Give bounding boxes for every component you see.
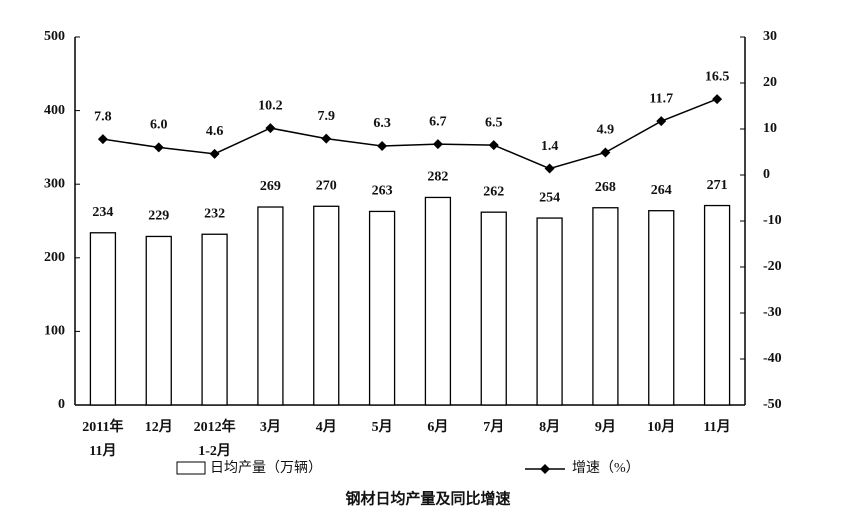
x-tick-label: 11月 [89,443,116,459]
line-point [97,134,108,145]
y2-tick-label: 30 [763,29,777,44]
line-point [153,142,164,153]
line-point [600,147,611,158]
bar-label: 268 [595,180,616,195]
legend-marker [540,464,550,474]
line-point [432,139,443,150]
x-tick-label: 2011年 [82,418,123,435]
line-point [321,133,332,144]
bar [592,207,619,406]
line-point [544,163,555,174]
x-tick-label: 9月 [595,419,616,435]
legend-swatch [176,461,206,475]
line-point [656,116,667,127]
y-tick-label: 200 [44,250,65,265]
bar-label: 269 [260,179,281,194]
y-tick-label: 400 [44,103,65,118]
line-label: 6.3 [373,116,391,131]
y2-tick-label: 0 [763,167,770,182]
line-label: 4.9 [597,123,615,138]
x-tick-label: 7月 [483,419,504,435]
bar-label: 262 [483,184,504,199]
line-point [712,94,723,105]
bar [201,233,228,406]
line-label: 6.5 [485,115,503,130]
bar [480,211,507,406]
bar [257,206,284,406]
y2-tick-label: 10 [763,121,777,136]
x-tick-label: 10月 [647,419,675,435]
legend-label: 增速（%） [572,460,640,476]
bar-label: 234 [92,205,113,220]
bar-label: 264 [651,183,672,198]
line-point [377,141,388,152]
x-tick-label: 8月 [539,419,560,435]
bar [368,210,396,406]
bar [536,217,563,406]
x-tick-label: 12月 [145,419,173,435]
bar-label: 271 [707,178,728,193]
y2-tick-label: -20 [763,259,782,274]
line-label: 1.4 [541,139,559,154]
legend-label: 日均产量（万辆） [210,460,322,476]
line-label: 10.2 [258,98,283,113]
line-point [209,148,220,159]
bar-label: 270 [316,178,337,193]
bar [89,232,117,406]
bar-label: 254 [539,190,560,205]
x-tick-label: 3月 [260,419,281,435]
line-label: 6.7 [429,114,447,129]
y-tick-label: 0 [58,397,65,412]
line-point [488,140,499,151]
bar [648,210,675,406]
x-tick-label: 11月 [703,419,730,435]
y2-tick-label: -50 [763,397,782,412]
y2-tick-label: -40 [763,351,782,366]
bar-label: 263 [372,184,393,199]
line-label: 6.0 [150,118,168,133]
y-tick-label: 300 [44,176,65,191]
x-tick-label: 1-2月 [198,443,231,459]
line-label: 11.7 [649,91,673,106]
bar [145,235,172,406]
bar-label: 229 [148,209,169,224]
chart-title: 钢材日均产量及同比增速 [345,489,510,507]
x-tick-label: 6月 [427,419,448,435]
line-label: 4.6 [206,124,224,139]
line-label: 16.5 [705,69,730,84]
x-tick-label: 5月 [372,419,393,435]
line-point [265,123,276,134]
bar-label: 232 [204,206,225,221]
x-tick-label: 4月 [316,419,337,435]
bar [703,204,731,406]
bar [313,205,340,406]
line [102,98,718,170]
line-label: 7.9 [318,109,336,124]
bar [424,196,452,406]
y2-tick-label: 20 [763,75,777,90]
bar-label: 282 [427,170,448,185]
y-tick-label: 100 [44,324,65,339]
x-tick-label: 2012年 [194,418,236,435]
y-tick-label: 500 [44,29,65,44]
y2-tick-label: -30 [763,305,782,320]
y2-tick-label: -10 [763,213,782,228]
line-label: 7.8 [94,109,112,124]
